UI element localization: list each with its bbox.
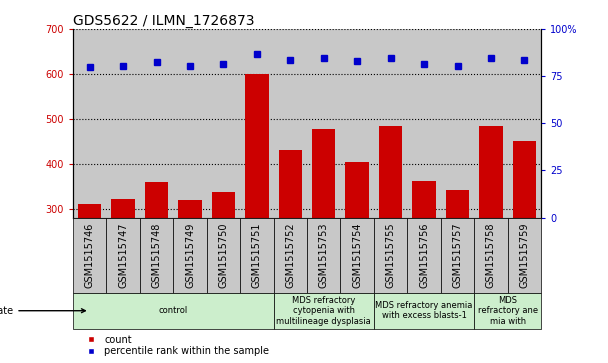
Text: disease state: disease state xyxy=(0,306,85,316)
FancyBboxPatch shape xyxy=(307,217,340,293)
Bar xyxy=(412,181,436,343)
Text: GSM1515747: GSM1515747 xyxy=(118,223,128,288)
Text: GSM1515759: GSM1515759 xyxy=(519,223,530,288)
Bar xyxy=(111,199,135,343)
Bar xyxy=(307,29,340,217)
Bar xyxy=(474,29,508,217)
FancyBboxPatch shape xyxy=(474,293,541,329)
Text: MDS refractory anemia
with excess blasts-1: MDS refractory anemia with excess blasts… xyxy=(375,301,473,321)
Text: MDS
refractory ane
mia with: MDS refractory ane mia with xyxy=(478,296,537,326)
Bar xyxy=(178,200,202,343)
Bar xyxy=(245,74,269,343)
Bar xyxy=(446,190,469,343)
Text: control: control xyxy=(159,306,188,315)
Bar xyxy=(240,29,274,217)
Bar xyxy=(278,150,302,343)
Bar xyxy=(173,29,207,217)
FancyBboxPatch shape xyxy=(274,293,374,329)
Text: GSM1515753: GSM1515753 xyxy=(319,223,329,288)
Bar xyxy=(212,192,235,343)
FancyBboxPatch shape xyxy=(106,217,140,293)
Bar xyxy=(379,126,402,343)
Bar xyxy=(106,29,140,217)
Bar xyxy=(274,29,307,217)
Text: GSM1515757: GSM1515757 xyxy=(452,223,463,288)
Bar xyxy=(145,182,168,343)
Bar xyxy=(73,29,106,217)
Bar xyxy=(340,29,374,217)
Bar xyxy=(513,141,536,343)
Text: GSM1515748: GSM1515748 xyxy=(151,223,162,288)
Text: GSM1515746: GSM1515746 xyxy=(85,223,95,288)
Text: GSM1515755: GSM1515755 xyxy=(385,223,396,288)
FancyBboxPatch shape xyxy=(73,217,106,293)
Text: GSM1515752: GSM1515752 xyxy=(285,223,295,288)
FancyBboxPatch shape xyxy=(441,217,474,293)
Bar xyxy=(345,162,369,343)
Text: GSM1515754: GSM1515754 xyxy=(352,223,362,288)
FancyBboxPatch shape xyxy=(207,217,240,293)
Bar xyxy=(312,129,336,343)
Text: GSM1515758: GSM1515758 xyxy=(486,223,496,288)
Legend: count, percentile rank within the sample: count, percentile rank within the sample xyxy=(78,331,273,360)
Bar xyxy=(479,126,503,343)
Text: GDS5622 / ILMN_1726873: GDS5622 / ILMN_1726873 xyxy=(73,14,255,28)
Text: GSM1515749: GSM1515749 xyxy=(185,223,195,288)
Bar xyxy=(508,29,541,217)
FancyBboxPatch shape xyxy=(374,217,407,293)
FancyBboxPatch shape xyxy=(374,293,474,329)
FancyBboxPatch shape xyxy=(140,217,173,293)
Text: MDS refractory
cytopenia with
multilineage dysplasia: MDS refractory cytopenia with multilinea… xyxy=(277,296,371,326)
Bar xyxy=(140,29,173,217)
Text: GSM1515750: GSM1515750 xyxy=(218,223,229,288)
Text: GSM1515751: GSM1515751 xyxy=(252,223,262,288)
Text: GSM1515756: GSM1515756 xyxy=(419,223,429,288)
Bar xyxy=(207,29,240,217)
Bar xyxy=(374,29,407,217)
FancyBboxPatch shape xyxy=(240,217,274,293)
FancyBboxPatch shape xyxy=(508,217,541,293)
FancyBboxPatch shape xyxy=(274,217,307,293)
Bar xyxy=(441,29,474,217)
FancyBboxPatch shape xyxy=(474,217,508,293)
Bar xyxy=(407,29,441,217)
Bar xyxy=(78,204,102,343)
FancyBboxPatch shape xyxy=(173,217,207,293)
FancyBboxPatch shape xyxy=(73,293,274,329)
FancyBboxPatch shape xyxy=(407,217,441,293)
FancyBboxPatch shape xyxy=(340,217,374,293)
